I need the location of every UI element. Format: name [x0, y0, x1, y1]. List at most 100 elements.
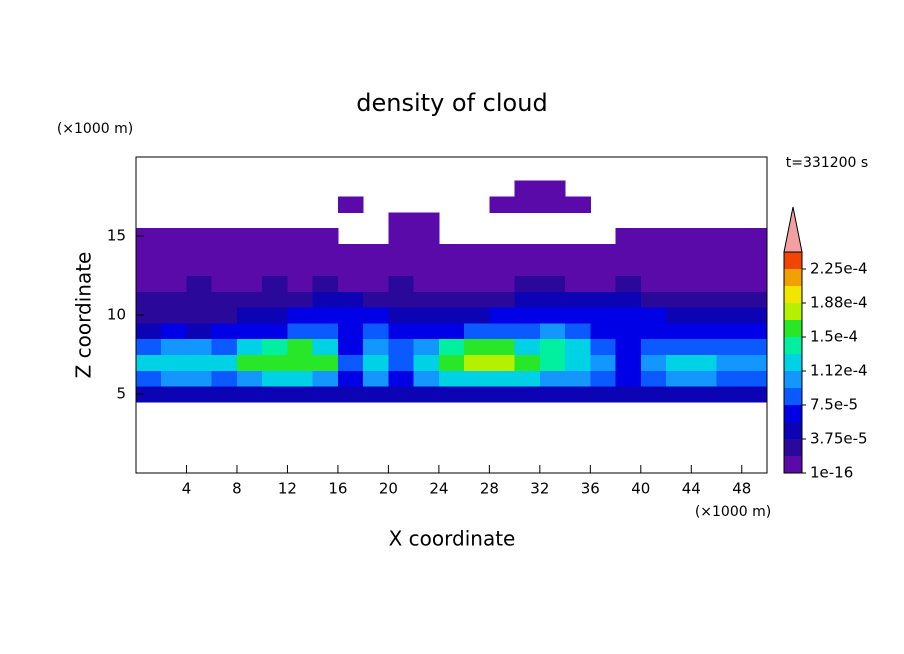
contour-cell	[312, 275, 339, 292]
contour-cell	[262, 386, 288, 403]
contour-cell	[590, 386, 617, 403]
contour-cell	[337, 307, 364, 324]
contour-cell	[464, 259, 490, 276]
contour-cell	[615, 354, 642, 371]
x-tick-label: 4	[182, 480, 192, 498]
colorbar-band	[784, 405, 802, 422]
contour-cell	[211, 259, 238, 276]
contour-cell	[666, 386, 692, 403]
contour-cell	[514, 354, 541, 371]
contour-cell	[161, 275, 187, 292]
contour-cell	[136, 275, 162, 292]
contour-cell	[691, 275, 718, 292]
x-tick-label: 28	[480, 480, 499, 498]
contour-cell	[388, 307, 415, 324]
contour-cell	[539, 322, 566, 340]
contour-cell	[388, 322, 415, 340]
contour-cell	[236, 307, 263, 324]
contour-cell	[590, 243, 617, 261]
colorbar-extend	[783, 206, 803, 253]
contour-cell	[539, 338, 566, 355]
contour-cell	[363, 338, 389, 355]
contour-cell	[640, 338, 667, 355]
contour-cell	[590, 354, 617, 371]
contour-cell	[514, 386, 541, 403]
contour-cell	[438, 386, 465, 403]
contour-cell	[211, 307, 238, 324]
x-tick-label: 20	[379, 480, 398, 498]
contour-cell	[136, 307, 162, 324]
contour-cell	[489, 307, 516, 324]
contour-cell	[565, 338, 591, 355]
contour-cell	[615, 370, 642, 387]
contour-cell	[388, 354, 415, 371]
contour-cell	[312, 291, 339, 308]
contour-cell	[312, 386, 339, 403]
contour-cell	[438, 291, 465, 308]
contour-cell	[640, 307, 667, 324]
contour-cell	[590, 338, 617, 355]
contour-cell	[363, 322, 389, 340]
contour-cell	[741, 370, 768, 387]
contour-cell	[539, 180, 566, 197]
contour-cell	[464, 338, 490, 355]
contour-cell	[186, 291, 213, 308]
contour-cell	[161, 259, 187, 276]
contour-cell	[337, 291, 364, 308]
contour-cell	[136, 291, 162, 308]
contour-cell	[565, 291, 591, 308]
contour-cell	[287, 370, 314, 387]
x-tick-label: 48	[732, 480, 751, 498]
contour-cell	[413, 228, 440, 245]
contour-cell	[363, 386, 389, 403]
contour-cell	[615, 291, 642, 308]
contour-cell	[691, 354, 718, 371]
contour-cell	[514, 307, 541, 324]
contour-cell	[161, 291, 187, 308]
contour-cell	[691, 370, 718, 387]
contour-cell	[565, 370, 591, 387]
x-tick-label: 44	[682, 480, 701, 498]
x-tick-label: 12	[278, 480, 297, 498]
contour-cell	[741, 259, 768, 276]
contour-cell	[312, 338, 339, 355]
contour-cell	[337, 243, 364, 261]
contour-cell	[136, 370, 162, 387]
contour-cell	[565, 196, 591, 213]
contour-cell	[489, 322, 516, 340]
contour-cell	[413, 291, 440, 308]
contour-cell	[413, 212, 440, 229]
contour-cell	[514, 243, 541, 261]
contour-cell	[337, 338, 364, 355]
contour-cell	[161, 243, 187, 261]
contour-cell	[388, 291, 415, 308]
contour-cell	[262, 338, 288, 355]
contour-cell	[287, 243, 314, 261]
colorbar-band	[784, 337, 802, 354]
contour-cell	[161, 228, 187, 245]
contour-cell	[186, 322, 213, 340]
contour-cell	[211, 370, 238, 387]
colorbar-label: 1e-16	[810, 464, 853, 482]
contour-cell	[691, 259, 718, 276]
contour-cell	[666, 228, 692, 245]
contour-cell	[236, 370, 263, 387]
contour-cell	[464, 307, 490, 324]
contour-cell	[262, 370, 288, 387]
contour-cell	[136, 386, 162, 403]
contour-cell	[211, 338, 238, 355]
colorbar-band	[784, 286, 802, 303]
contour-cell	[161, 322, 187, 340]
contour-cell	[388, 259, 415, 276]
contour-cell	[363, 275, 389, 292]
contour-cell	[136, 259, 162, 276]
contour-cell	[741, 243, 768, 261]
contour-cell	[640, 243, 667, 261]
contour-cell	[363, 243, 389, 261]
contour-cell	[716, 243, 743, 261]
contour-cell	[236, 354, 263, 371]
colorbar-label: 1.88e-4	[810, 294, 868, 312]
x-tick-label: 40	[631, 480, 650, 498]
contour-cell	[666, 354, 692, 371]
contour-cell	[211, 228, 238, 245]
